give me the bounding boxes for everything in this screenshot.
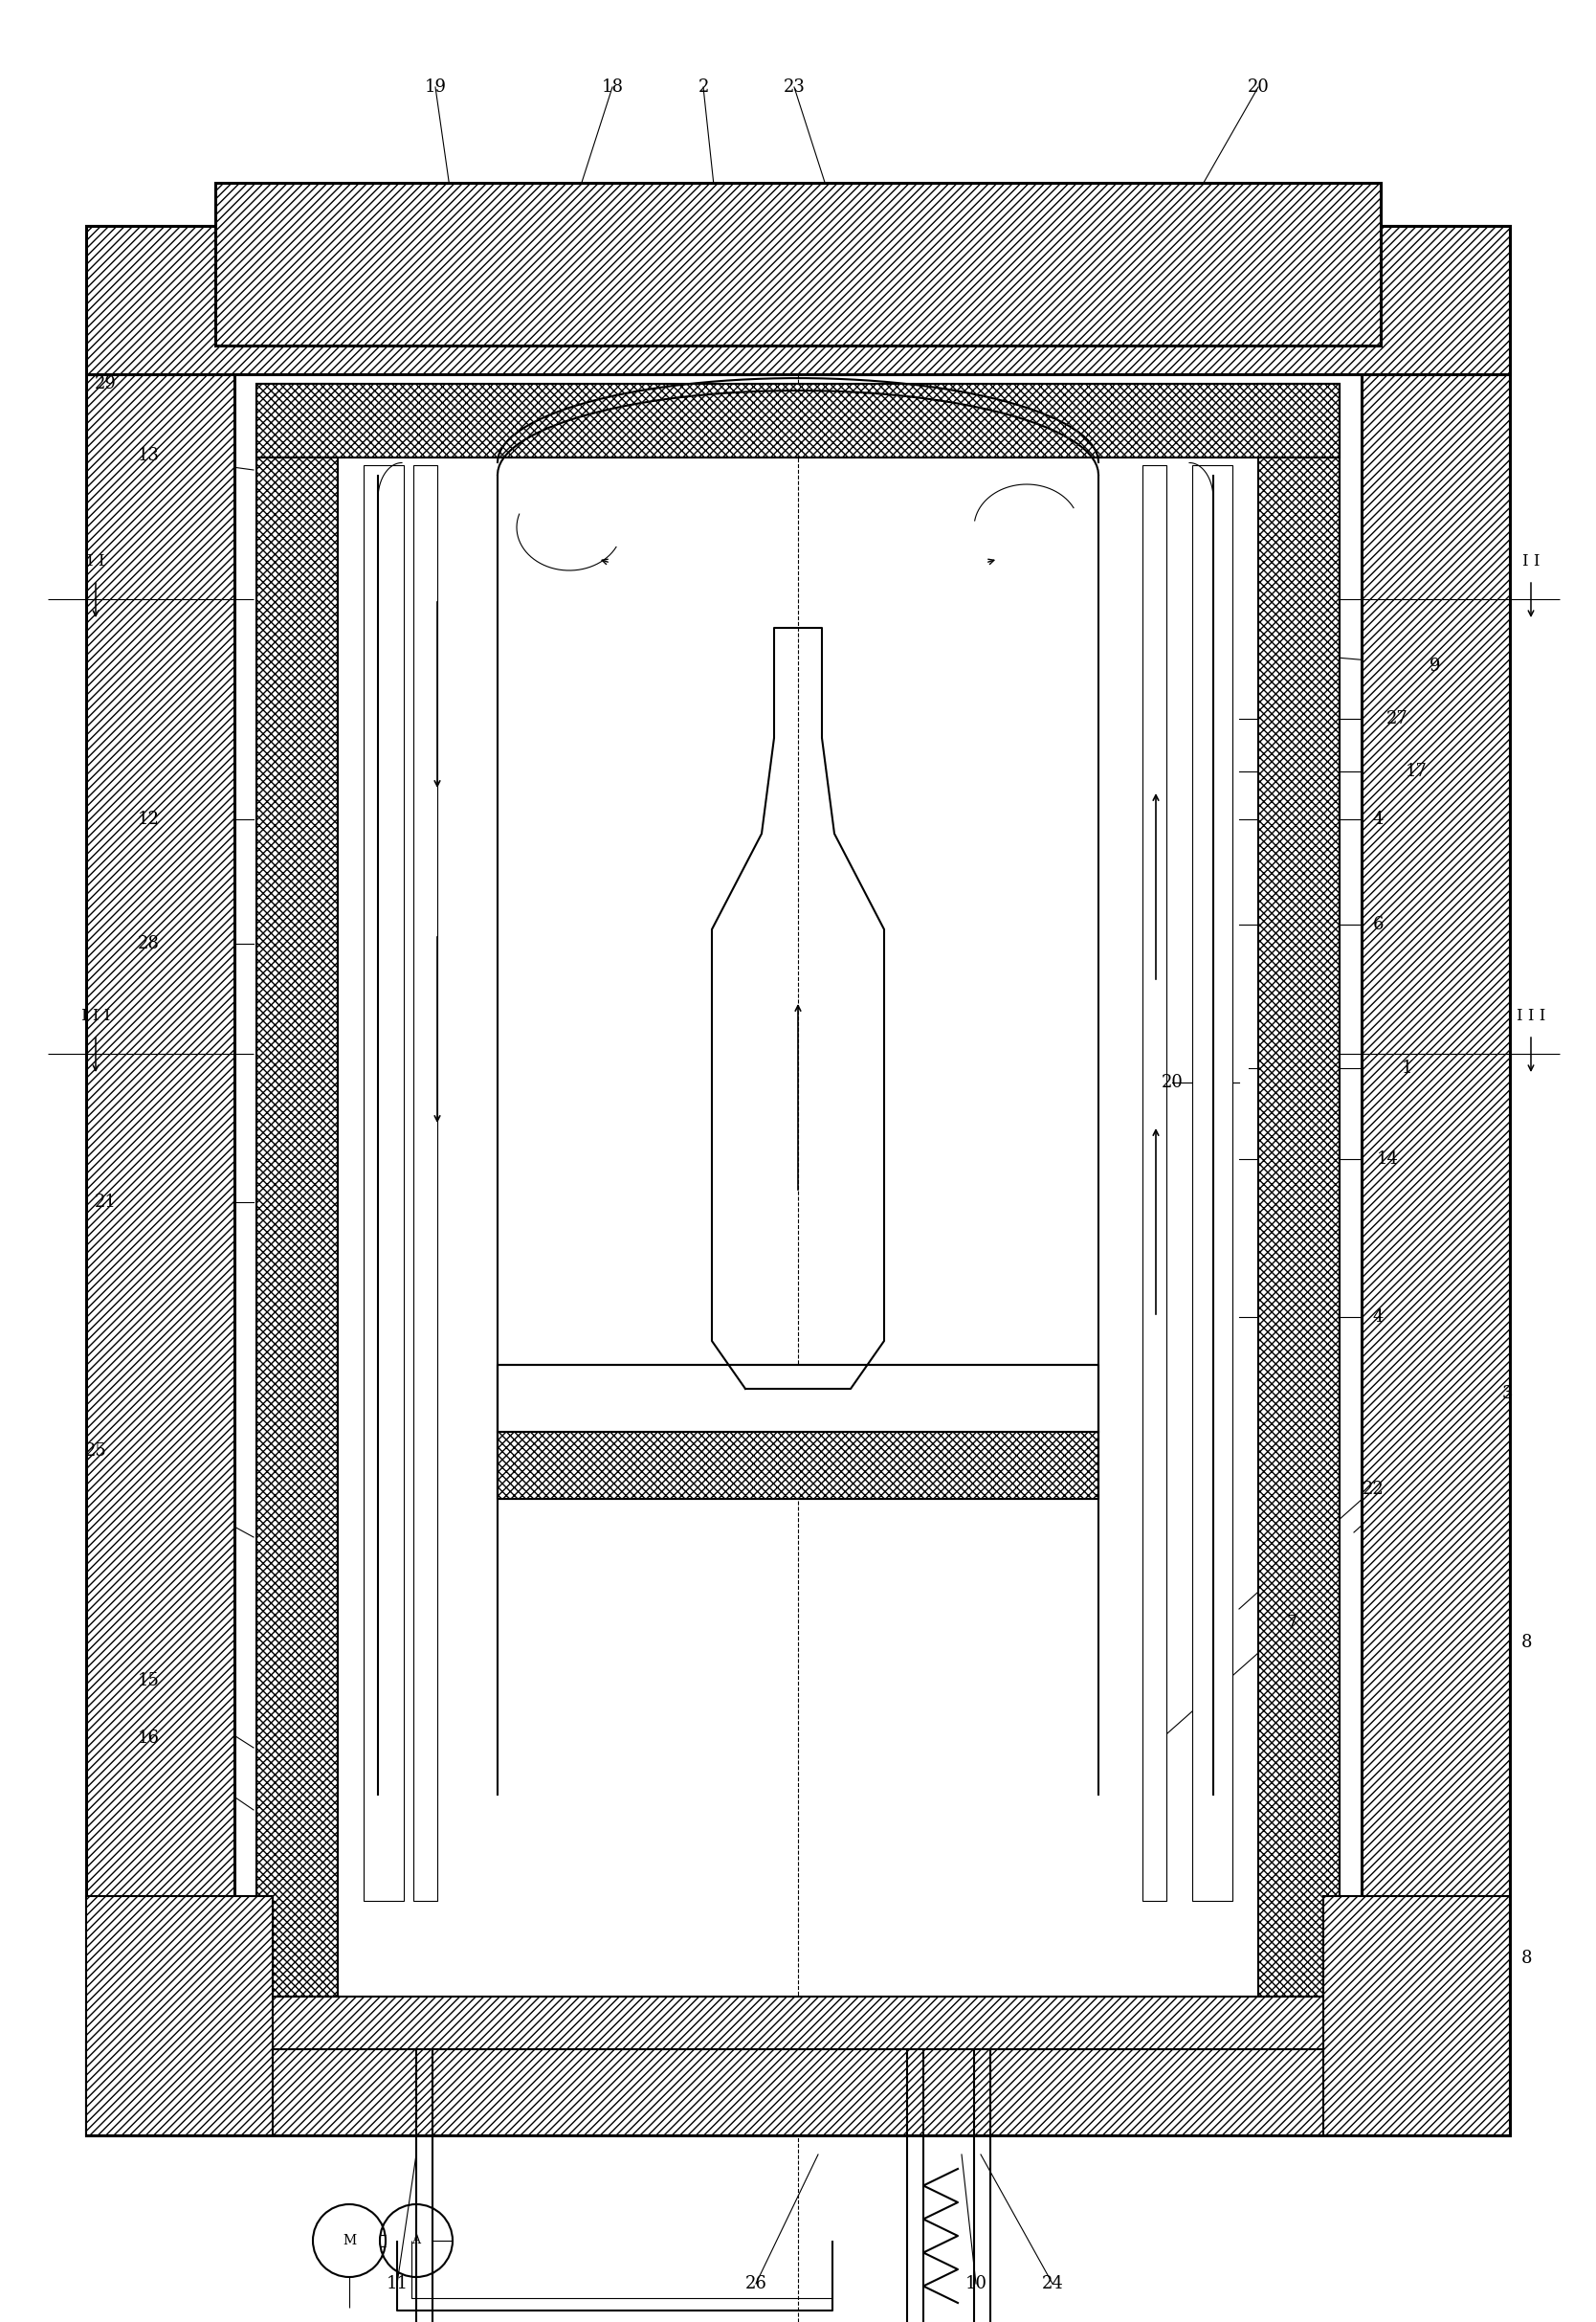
Bar xyxy=(86,225,1510,374)
Bar xyxy=(235,197,340,288)
Text: 21: 21 xyxy=(94,1194,117,1210)
Text: M: M xyxy=(343,2234,356,2248)
Bar xyxy=(1256,197,1361,288)
Bar xyxy=(257,383,1339,457)
Text: I I: I I xyxy=(1523,553,1540,569)
Text: 6: 6 xyxy=(1373,915,1384,933)
Text: 13: 13 xyxy=(137,446,160,464)
Text: 15: 15 xyxy=(137,1672,160,1690)
Text: 8: 8 xyxy=(1521,1950,1532,1967)
Text: I I I: I I I xyxy=(81,1008,110,1024)
Text: A: A xyxy=(412,2234,420,2248)
Bar xyxy=(1192,464,1232,1902)
Text: 8: 8 xyxy=(1521,1635,1532,1651)
Bar xyxy=(215,183,1381,346)
Text: I I: I I xyxy=(86,553,104,569)
Bar xyxy=(86,2039,1510,2136)
Bar xyxy=(1361,225,1510,2136)
Text: 20: 20 xyxy=(1248,79,1269,95)
Text: 17: 17 xyxy=(1404,764,1427,780)
Text: 20: 20 xyxy=(1162,1073,1183,1091)
Bar xyxy=(413,464,437,1902)
Text: 10: 10 xyxy=(966,2276,986,2292)
Text: 24: 24 xyxy=(1042,2276,1063,2292)
Bar xyxy=(1258,383,1339,2039)
Text: 11: 11 xyxy=(386,2276,409,2292)
Text: 2: 2 xyxy=(697,79,709,95)
Bar xyxy=(86,1897,273,2136)
Bar xyxy=(86,225,235,2136)
Bar xyxy=(257,383,338,2039)
Text: 23: 23 xyxy=(784,79,804,95)
Bar xyxy=(364,464,404,1902)
Text: 14: 14 xyxy=(1376,1149,1398,1168)
Text: 28: 28 xyxy=(137,936,160,952)
Text: 4: 4 xyxy=(1373,1307,1384,1326)
Bar xyxy=(254,1997,1342,2050)
Bar xyxy=(498,1365,1098,1433)
Text: 12: 12 xyxy=(137,810,160,829)
Text: 1: 1 xyxy=(1401,1059,1412,1077)
Text: 18: 18 xyxy=(602,79,624,95)
Text: I I I: I I I xyxy=(1516,1008,1545,1024)
Bar xyxy=(1143,464,1167,1902)
Text: 9: 9 xyxy=(1430,657,1441,676)
Text: 7: 7 xyxy=(1286,1614,1298,1632)
Text: 29: 29 xyxy=(94,376,117,392)
Text: 4: 4 xyxy=(1373,810,1384,829)
Text: 25: 25 xyxy=(85,1442,107,1461)
Text: 26: 26 xyxy=(745,2276,766,2292)
Bar xyxy=(1323,1897,1510,2136)
Bar xyxy=(498,1433,1098,1500)
Text: 16: 16 xyxy=(137,1730,160,1746)
Text: 22: 22 xyxy=(1361,1481,1384,1498)
Text: 3: 3 xyxy=(1502,1384,1513,1402)
Text: 27: 27 xyxy=(1385,711,1408,727)
Text: 19: 19 xyxy=(425,79,447,95)
